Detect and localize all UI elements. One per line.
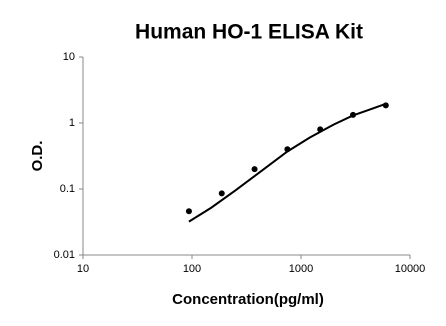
x-tick-label: 10 [77, 263, 89, 275]
y-axis-label: O.D. [29, 141, 46, 172]
y-tick-label: 10 [63, 51, 75, 63]
chart-title: Human HO-1 ELISA Kit [135, 21, 363, 44]
data-point [185, 208, 192, 215]
y-tick-label: 0.1 [60, 183, 75, 195]
x-tick-label: 1000 [289, 263, 313, 275]
x-axis-label: Concentration(pg/ml) [172, 291, 324, 308]
x-tick-label: 10000 [395, 263, 426, 275]
data-point [251, 166, 258, 173]
y-tick-label: 0.01 [54, 249, 75, 261]
data-point [218, 190, 225, 197]
y-tick-label: 1 [69, 117, 75, 129]
fit-curve [188, 102, 387, 223]
x-tick-label: 100 [183, 263, 201, 275]
